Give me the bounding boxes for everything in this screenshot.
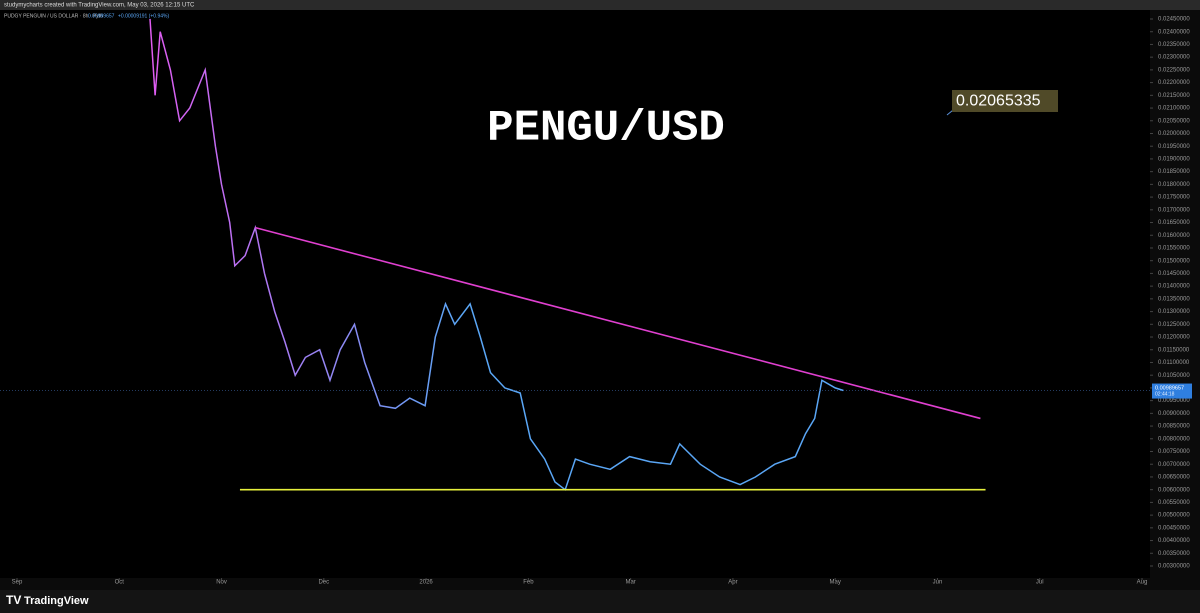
countdown: 02:44:18 (1155, 391, 1175, 397)
y-tick-label: 0.01150000 (1158, 347, 1190, 353)
y-tick-label: 0.00800000 (1158, 436, 1190, 442)
y-tick-label: 0.01850000 (1158, 169, 1190, 175)
annotation-box (952, 90, 1058, 112)
x-tick-label: May (830, 580, 841, 586)
y-tick-label: 0.01100000 (1158, 360, 1190, 366)
y-tick-label: 0.00950000 (1158, 398, 1190, 404)
x-tick-label: Oct (115, 580, 125, 586)
y-tick-label: 0.01550000 (1158, 246, 1190, 252)
x-tick-label: Apr (728, 580, 737, 586)
x-tick-label: Aug (1137, 580, 1148, 586)
y-tick-label: 0.02300000 (1158, 55, 1190, 61)
y-tick-label: 0.02200000 (1158, 80, 1190, 86)
y-tick-label: 0.02350000 (1158, 42, 1190, 48)
brand-logo: TV (6, 593, 21, 607)
last-price-label: 0.00989657 (1155, 385, 1184, 391)
y-tick-label: 0.01450000 (1158, 271, 1190, 277)
y-tick-label: 0.00500000 (1158, 513, 1190, 519)
y-tick-label: 0.02250000 (1158, 67, 1190, 73)
x-tick-label: Nov (216, 580, 227, 586)
y-tick-label: 0.01300000 (1158, 309, 1190, 315)
y-tick-label: 0.00900000 (1158, 411, 1190, 417)
header-price: 0.00989657 (88, 13, 115, 19)
y-tick-label: 0.01800000 (1158, 182, 1190, 188)
y-tick-label: 0.01650000 (1158, 220, 1190, 226)
footer-bar (0, 590, 1200, 613)
x-tick-label: Feb (523, 580, 534, 586)
y-tick-label: 0.00400000 (1158, 538, 1190, 544)
credit: studymycharts created with TradingView.c… (4, 3, 195, 9)
header-change: +0.00009191 (+0.94%) (118, 13, 169, 19)
annotation: 0.02065335 (956, 93, 1041, 110)
x-tick-label: Mar (625, 580, 635, 586)
y-tick-label: 0.02450000 (1158, 17, 1190, 23)
y-tick-label: 0.00550000 (1158, 500, 1190, 506)
y-tick-label: 0.02100000 (1158, 106, 1190, 112)
x-tick-label: Dec (318, 580, 329, 586)
brand: TradingView (24, 595, 89, 607)
y-tick-label: 0.01400000 (1158, 284, 1190, 290)
y-tick-label: 0.01050000 (1158, 373, 1190, 379)
symbol: PUDGY PENGUIN / US DOLLAR · 8h · Pyth (4, 13, 103, 19)
y-tick-label: 0.02400000 (1158, 29, 1190, 35)
y-tick-label: 0.01500000 (1158, 258, 1190, 264)
chart-title: PENGU/USD (487, 104, 725, 154)
y-tick-label: 0.01900000 (1158, 157, 1190, 163)
y-tick-label: 0.00300000 (1158, 564, 1190, 570)
y-tick-label: 0.02050000 (1158, 118, 1190, 124)
last-price-tag (1152, 383, 1192, 399)
y-tick-label: 0.00350000 (1158, 551, 1190, 557)
price-line (149, 18, 844, 491)
y-tick-label: 0.01700000 (1158, 207, 1190, 213)
y-tick-label: 0.00850000 (1158, 424, 1190, 430)
x-tick-label: 2026 (419, 580, 433, 586)
y-tick-label: 0.01950000 (1158, 144, 1190, 150)
y-tick-label: 0.00750000 (1158, 449, 1190, 455)
y-tick-label: 0.01600000 (1158, 233, 1190, 239)
y-tick-label: 0.00650000 (1158, 475, 1190, 481)
y-tick-label: 0.01750000 (1158, 195, 1190, 201)
header-bar (0, 0, 1200, 10)
trendline (255, 226, 981, 420)
y-tick-label: 0.01250000 (1158, 322, 1190, 328)
y-tick-label: 0.00700000 (1158, 462, 1190, 468)
y-tick-label: 0.02150000 (1158, 93, 1190, 99)
x-tick-label: Jun (933, 580, 943, 586)
y-tick-label: 0.02000000 (1158, 131, 1190, 137)
x-tick-label: Sep (12, 580, 23, 586)
y-tick-label: 0.01350000 (1158, 296, 1190, 302)
y-tick-label: 0.01200000 (1158, 335, 1190, 341)
y-tick-label: 0.00450000 (1158, 525, 1190, 531)
x-tick-label: Jul (1036, 580, 1044, 586)
y-tick-label: 0.00600000 (1158, 487, 1190, 493)
